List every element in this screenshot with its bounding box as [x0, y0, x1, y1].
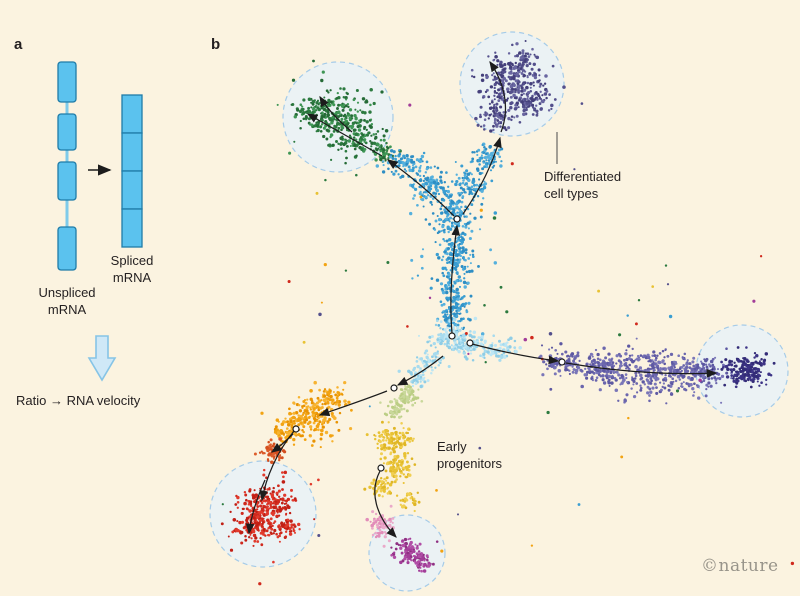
unspliced-mrna-label: Unspliced mRNA [22, 284, 112, 318]
exon-box [121, 170, 143, 210]
panel-a-letter: a [14, 36, 23, 53]
label-line: cell types [544, 186, 599, 201]
spliced-mrna-graphic [121, 94, 143, 248]
panel-b-letter: b [211, 36, 221, 53]
ratio-down-arrow-icon [87, 335, 117, 382]
exon-box [121, 94, 143, 134]
unspliced-mrna-graphic [57, 61, 77, 271]
label-line: Differentiated [544, 169, 622, 184]
early-progenitors-label: Early progenitors [437, 438, 547, 472]
label-line: mRNA [112, 270, 152, 285]
spliced-mrna-label: Spliced mRNA [87, 252, 177, 286]
label-line: Spliced [110, 253, 154, 268]
label-line: progenitors [437, 456, 503, 471]
exon-box [121, 132, 143, 172]
ratio-rna-velocity-label: Ratio → RNA velocity [16, 393, 141, 408]
exon-box [57, 226, 77, 271]
label-line: Unspliced [38, 285, 96, 300]
trajectory-arrows [245, 60, 718, 538]
nature-watermark: ©nature [701, 556, 779, 576]
exon-box [121, 208, 143, 248]
branch-nodes [292, 215, 566, 472]
exon-box [57, 113, 77, 151]
label-line: Early [437, 439, 467, 454]
label-line: mRNA [47, 302, 87, 317]
exon-box [57, 161, 77, 201]
exon-box [57, 61, 77, 103]
differentiated-cell-types-label: Differentiated cell types [544, 168, 664, 202]
